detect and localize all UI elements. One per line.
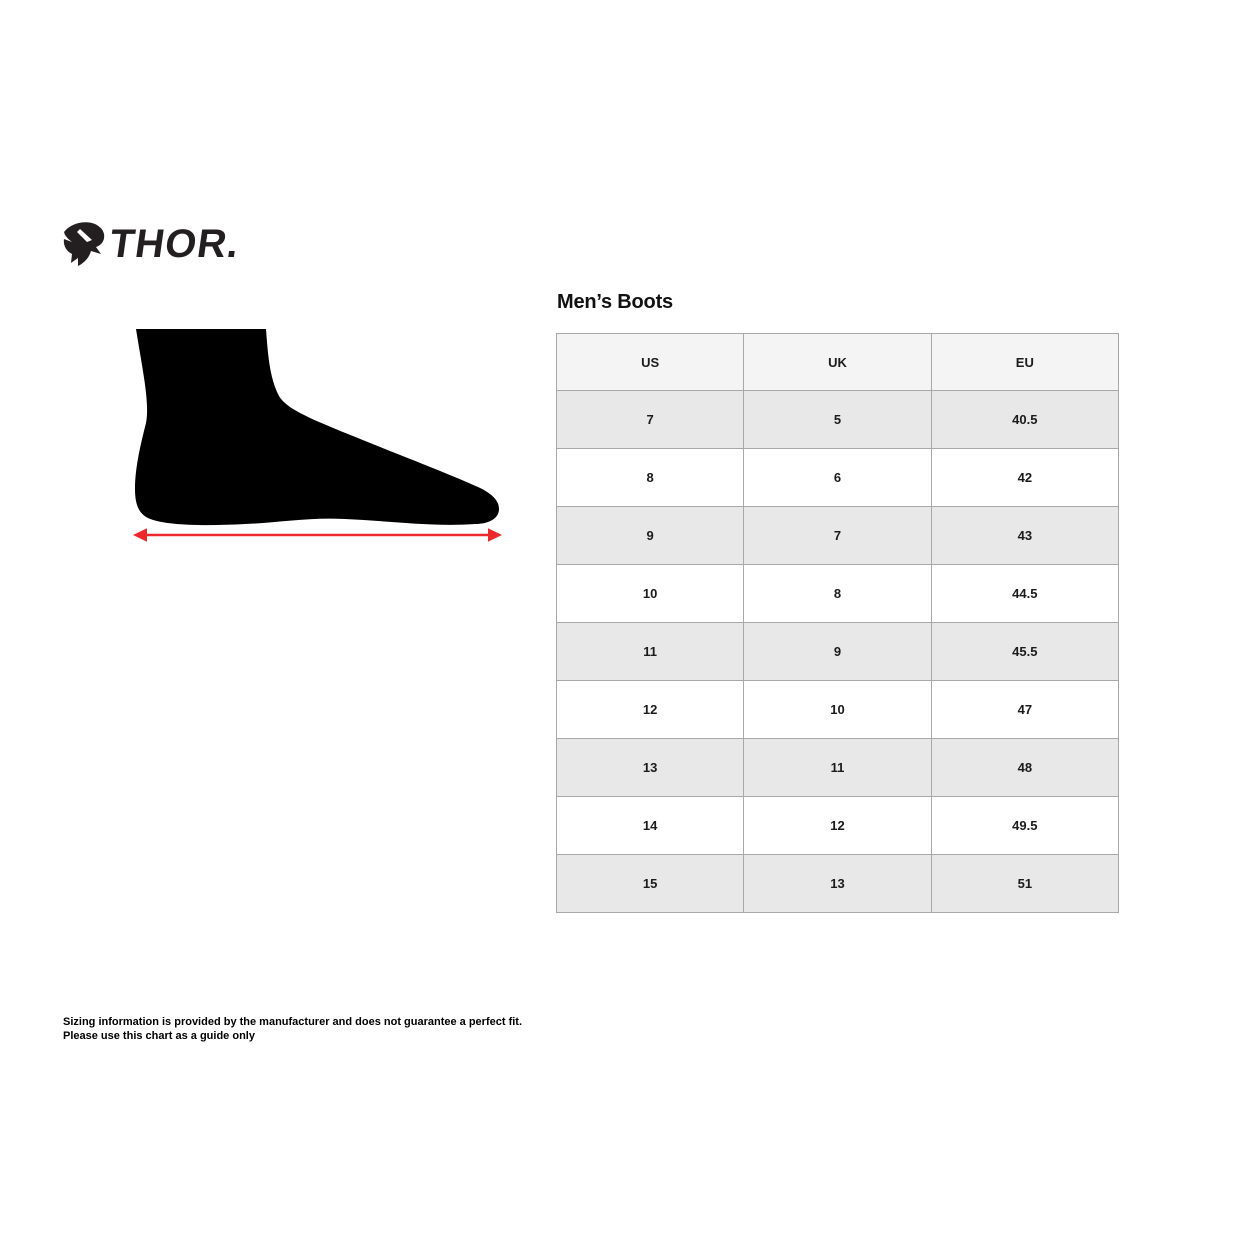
foot-measurement-diagram <box>133 329 502 545</box>
size-cell-us: 15 <box>555 854 745 913</box>
size-cell-uk: 9 <box>743 622 932 681</box>
size-cell-eu: 51 <box>930 854 1120 913</box>
length-arrow-icon <box>133 528 502 542</box>
goat-head-icon <box>60 220 108 268</box>
size-cell-uk: 11 <box>743 738 932 797</box>
size-cell-us: 8 <box>555 448 745 507</box>
size-cell-eu: 47 <box>930 680 1120 739</box>
size-cell-us: 13 <box>555 738 745 797</box>
size-cell-uk: 6 <box>743 448 932 507</box>
size-row: 12 10 47 <box>555 680 1120 739</box>
size-cell-us: 11 <box>555 622 745 681</box>
column-header-uk: UK <box>743 333 932 391</box>
chart-title: Men’s Boots <box>557 291 673 313</box>
size-cell-eu: 45.5 <box>930 622 1120 681</box>
size-table-body: 7 5 40.5 8 6 42 9 7 43 10 8 44.5 11 9 45.5 12 10 47 13 11 48… <box>555 390 1120 913</box>
size-row: 7 5 40.5 <box>555 390 1120 449</box>
size-cell-uk: 13 <box>743 854 932 913</box>
size-row: 10 8 44.5 <box>555 564 1120 623</box>
size-cell-eu: 48 <box>930 738 1120 797</box>
size-cell-eu: 42 <box>930 448 1120 507</box>
disclaimer-line-2: Please use this chart as a guide only <box>63 1030 255 1042</box>
size-cell-uk: 7 <box>743 506 932 565</box>
size-cell-us: 10 <box>555 564 745 623</box>
size-cell-eu: 44.5 <box>930 564 1120 623</box>
size-cell-uk: 12 <box>743 796 932 855</box>
foot-silhouette-icon <box>135 329 499 526</box>
size-row: 11 9 45.5 <box>555 622 1120 681</box>
disclaimer-line-1: Sizing information is provided by the ma… <box>63 1016 523 1028</box>
size-row: 8 6 42 <box>555 448 1120 507</box>
header-row: US UK EU <box>555 333 1120 391</box>
size-cell-us: 12 <box>555 680 745 739</box>
size-cell-eu: 49.5 <box>930 796 1120 855</box>
thor-wordmark: THOR. <box>106 222 243 266</box>
column-header-us: US <box>555 333 745 391</box>
size-table-header: US UK EU <box>555 333 1120 391</box>
size-cell-us: 14 <box>555 796 745 855</box>
size-cell-us: 9 <box>555 506 745 565</box>
size-cell-uk: 10 <box>743 680 932 739</box>
size-row: 9 7 43 <box>555 506 1120 565</box>
thor-logo: THOR. <box>60 220 243 268</box>
size-row: 15 13 51 <box>555 854 1120 913</box>
size-row: 14 12 49.5 <box>555 796 1120 855</box>
size-cell-uk: 5 <box>743 390 932 449</box>
size-cell-us: 7 <box>555 390 745 449</box>
size-cell-eu: 43 <box>930 506 1120 565</box>
size-cell-eu: 40.5 <box>930 390 1120 449</box>
size-row: 13 11 48 <box>555 738 1120 797</box>
column-header-eu: EU <box>930 333 1120 391</box>
disclaimer: Sizing information is provided by the ma… <box>63 1015 522 1043</box>
size-table: US UK EU 7 5 40.5 8 6 42 9 7 43 10 8 44.5 11 9 45.5 12 10 4… <box>555 333 1120 913</box>
size-cell-uk: 8 <box>743 564 932 623</box>
